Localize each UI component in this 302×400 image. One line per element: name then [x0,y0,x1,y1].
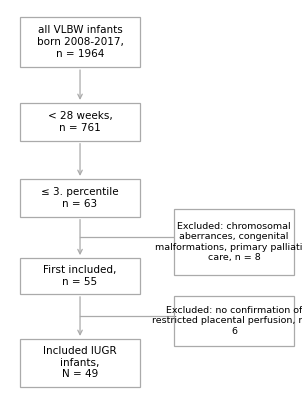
FancyBboxPatch shape [20,339,140,387]
Text: Included IUGR
infants,
N = 49: Included IUGR infants, N = 49 [43,346,117,379]
Text: Excluded: no confirmation of
restricted placental perfusion, n =
6: Excluded: no confirmation of restricted … [153,306,302,336]
Text: all VLBW infants
born 2008-2017,
n = 1964: all VLBW infants born 2008-2017, n = 196… [37,25,124,59]
FancyBboxPatch shape [20,17,140,67]
FancyBboxPatch shape [174,296,294,346]
Text: Excluded: chromosomal
aberrances, congenital
malformations, primary palliative
c: Excluded: chromosomal aberrances, congen… [155,222,302,262]
Text: ≤ 3. percentile
n = 63: ≤ 3. percentile n = 63 [41,187,119,209]
FancyBboxPatch shape [174,209,294,275]
Text: < 28 weeks,
n = 761: < 28 weeks, n = 761 [48,111,112,133]
Text: First included,
n = 55: First included, n = 55 [43,265,117,287]
FancyBboxPatch shape [20,179,140,217]
FancyBboxPatch shape [20,103,140,141]
FancyBboxPatch shape [20,258,140,294]
